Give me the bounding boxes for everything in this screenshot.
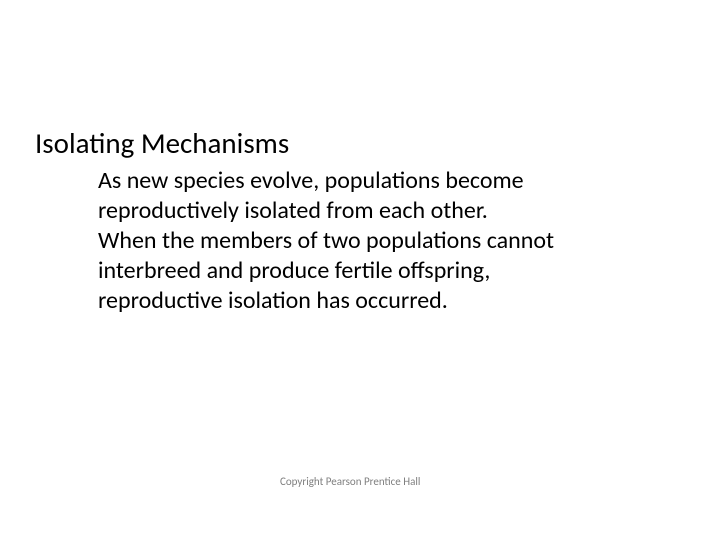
body-line: reproductively isolated from each other.: [98, 196, 554, 226]
slide-body: As new species evolve, populations becom…: [98, 166, 554, 316]
body-line: reproductive isolation has occurred.: [98, 286, 554, 316]
slide-footer: Copyright Pearson Prentice Hall: [280, 475, 420, 488]
body-line: When the members of two populations cann…: [98, 226, 554, 256]
slide-container: Isolating Mechanisms As new species evol…: [0, 0, 720, 540]
slide-title: Isolating Mechanisms: [35, 125, 289, 161]
body-line: As new species evolve, populations becom…: [98, 166, 554, 196]
body-line: interbreed and produce fertile offspring…: [98, 256, 554, 286]
